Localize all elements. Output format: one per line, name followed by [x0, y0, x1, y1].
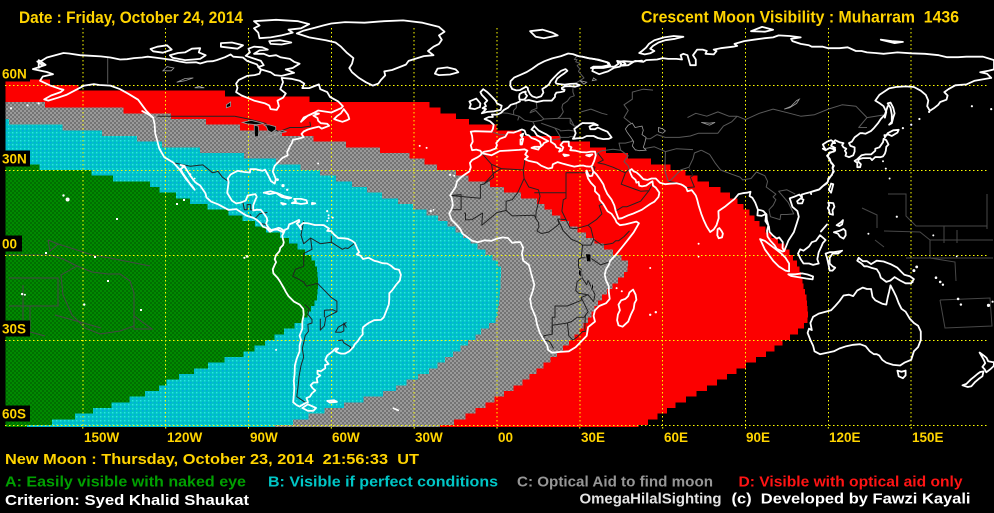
svg-text:B: Visible if perfect conditio: B: Visible if perfect conditions	[268, 474, 498, 491]
svg-text:90E: 90E	[746, 430, 770, 445]
svg-text:30S: 30S	[2, 322, 26, 337]
svg-text:90W: 90W	[250, 430, 278, 445]
svg-text:C: Optical Aid to find moon: C: Optical Aid to find moon	[517, 474, 713, 491]
svg-text:150W: 150W	[84, 430, 120, 445]
svg-text:120W: 120W	[167, 430, 203, 445]
svg-text:(c) Developed by Fawzi Kayali: (c) Developed by Fawzi Kayali	[732, 491, 971, 508]
svg-text:60E: 60E	[664, 430, 688, 445]
svg-text:D: Visible with optical aid on: D: Visible with optical aid only	[739, 474, 964, 491]
svg-text:00: 00	[2, 237, 17, 252]
svg-text:60W: 60W	[332, 430, 360, 445]
svg-text:00: 00	[498, 430, 513, 445]
svg-text:OmegaHilalSighting: OmegaHilalSighting	[580, 491, 722, 508]
svg-text:60N: 60N	[2, 67, 27, 82]
svg-text:Date : Friday, October 24, 201: Date : Friday, October 24, 2014	[19, 9, 244, 27]
svg-text:30E: 30E	[581, 430, 605, 445]
svg-text:120E: 120E	[829, 430, 861, 445]
svg-text:60S: 60S	[2, 407, 26, 422]
svg-text:A: Easily visible with naked e: A: Easily visible with naked eye	[5, 474, 246, 491]
svg-text:Crescent Moon Visibility : Muh: Crescent Moon Visibility : Muharram 1436	[641, 9, 959, 27]
svg-text:150E: 150E	[912, 430, 944, 445]
svg-text:Criterion: Syed Khalid Shaukat: Criterion: Syed Khalid Shaukat	[5, 492, 249, 509]
svg-text:30W: 30W	[415, 430, 443, 445]
svg-text:30N: 30N	[2, 152, 27, 167]
svg-text:New Moon : Thursday, October 2: New Moon : Thursday, October 23, 2014 21…	[5, 451, 419, 468]
